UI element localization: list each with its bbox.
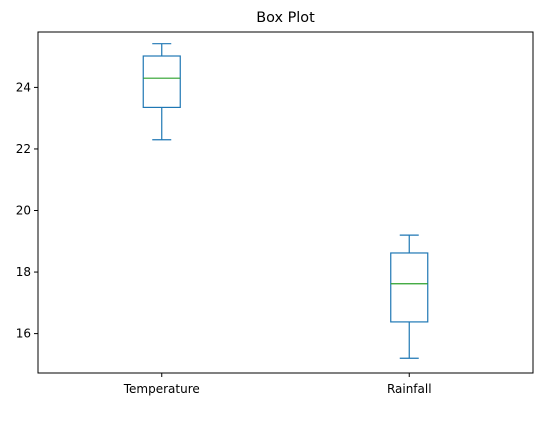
box-iqr bbox=[142, 55, 181, 109]
chart-title: Box Plot bbox=[256, 10, 315, 26]
y-tick-label: 18 bbox=[16, 265, 31, 279]
y-tick-label: 20 bbox=[16, 204, 31, 218]
box-rainfall bbox=[390, 234, 429, 359]
x-tick-label: Temperature bbox=[123, 382, 200, 396]
box-temperature bbox=[142, 43, 181, 141]
y-axis: 16 18 20 22 24 bbox=[16, 80, 38, 341]
boxes-layer bbox=[142, 43, 429, 359]
x-tick-label: Rainfall bbox=[387, 382, 432, 396]
box-iqr bbox=[390, 252, 429, 323]
plot-area-frame bbox=[37, 31, 534, 374]
y-tick-label: 24 bbox=[16, 80, 31, 94]
y-tick-label: 16 bbox=[16, 327, 31, 341]
x-axis: Temperature Rainfall bbox=[123, 373, 432, 396]
y-tick-label: 22 bbox=[16, 142, 31, 156]
